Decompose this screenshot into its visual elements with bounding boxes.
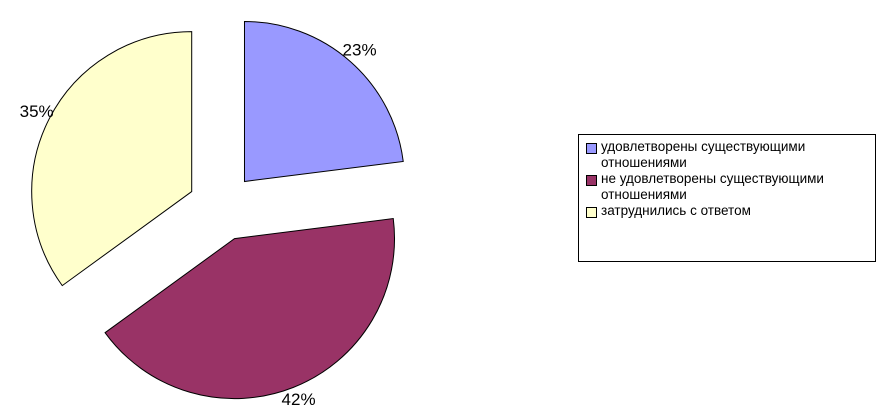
pie-slice-satisfied bbox=[243, 20, 404, 183]
pie-label-satisfied: 23% bbox=[343, 40, 377, 59]
legend-swatch-not-satisfied bbox=[586, 175, 597, 186]
legend-item-satisfied: удовлетворены существующими отношениями bbox=[586, 139, 875, 171]
legend-label-not-satisfied: не удовлетворены существующими отношения… bbox=[601, 171, 824, 202]
pie-label-not-satisfied: 42% bbox=[282, 390, 316, 409]
pie-slice-not-satisfied bbox=[104, 218, 396, 400]
legend-item-not-satisfied: не удовлетворены существующими отношения… bbox=[586, 171, 875, 203]
legend-item-undecided: затруднились с ответом bbox=[586, 203, 875, 219]
pie-slice-undecided bbox=[31, 31, 193, 287]
legend-swatch-satisfied bbox=[586, 143, 597, 154]
legend-label-satisfied: удовлетворены существующими отношениями bbox=[601, 139, 806, 170]
legend-label-undecided: затруднились с ответом bbox=[601, 203, 751, 218]
pie-label-undecided: 35% bbox=[20, 102, 54, 121]
chart-legend: удовлетворены существующими отношениями … bbox=[578, 134, 876, 262]
legend-swatch-undecided bbox=[586, 207, 597, 218]
